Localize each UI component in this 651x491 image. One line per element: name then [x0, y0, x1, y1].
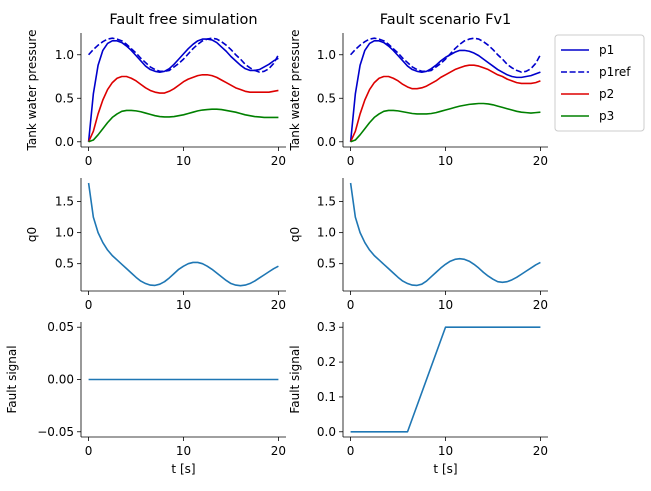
- y-tick-label: 0.05: [47, 320, 74, 334]
- y-tick-label: 0.3: [317, 320, 336, 334]
- y-tick-label: 1.0: [317, 48, 336, 62]
- subplot-pressure-free: 0 10 20 0.0 0.5 1.0 Fault free simulation Tank …: [25, 12, 286, 168]
- y-tick-label: 0.2: [317, 355, 336, 369]
- x-tick-label: 0: [347, 444, 355, 458]
- legend-label-p1ref: p1ref: [599, 65, 631, 79]
- series-line-p1: [349, 40, 541, 142]
- x-tick-label: 20: [533, 444, 548, 458]
- x-tick-label: 10: [438, 154, 453, 168]
- series-line: [349, 182, 541, 287]
- x-axis-label: t [s]: [433, 462, 457, 476]
- y-tick-label: −0.05: [37, 425, 74, 439]
- y-axis-label: q0: [288, 227, 302, 242]
- x-tick-label: 20: [271, 154, 286, 168]
- y-axis-label: Fault signal: [5, 345, 19, 413]
- y-axis-label: Fault signal: [288, 345, 302, 413]
- y-tick-label: 1.5: [55, 195, 74, 209]
- x-tick-label: 0: [347, 298, 355, 312]
- series-line: [350, 326, 541, 433]
- subplot-q0-free: 0 10 20 0.5 1.0 1.5 q0: [25, 178, 286, 312]
- y-tick-label: 0.0: [55, 135, 74, 149]
- y-tick-label: 0.5: [317, 91, 336, 105]
- x-tick-label: 0: [347, 154, 355, 168]
- x-tick-label: 20: [271, 444, 286, 458]
- y-tick-label: 1.0: [55, 226, 74, 240]
- chart-title: Fault free simulation: [109, 12, 257, 28]
- legend-label-p2: p2: [599, 87, 614, 101]
- series-line-p2: [349, 64, 541, 143]
- series-line: [87, 182, 279, 287]
- x-tick-label: 0: [85, 444, 93, 458]
- y-tick-label: 0.1: [317, 390, 336, 404]
- y-tick-label: 0.5: [55, 91, 74, 105]
- x-tick-label: 0: [85, 154, 93, 168]
- subplot-fault-fv1: 0 10 20 0.0 0.1 0.2 0.3 Fault signal t [s]: [288, 320, 548, 476]
- x-axis-label: t [s]: [171, 462, 195, 476]
- y-tick-label: 0.5: [317, 257, 336, 271]
- legend: p1 p1ref p2 p3: [554, 34, 645, 132]
- series-line-p1: [87, 38, 279, 142]
- series-line-p1ref: [87, 37, 280, 73]
- x-tick-label: 10: [176, 444, 191, 458]
- y-tick-label: 1.5: [317, 195, 336, 209]
- subplot-pressure-fault: 0 10 20 0.0 0.5 1.0 Fault scenario Fv1 Tank wat…: [288, 12, 548, 168]
- series-line-p3: [88, 108, 279, 143]
- y-axis-label: q0: [25, 227, 39, 242]
- x-tick-label: 20: [533, 154, 548, 168]
- x-tick-label: 0: [85, 298, 93, 312]
- y-tick-label: 0.00: [47, 373, 74, 387]
- x-tick-label: 10: [176, 154, 191, 168]
- subplot-grid: 0 10 20 0.0 0.5 1.0 Fault free simulation Tank …: [5, 12, 548, 476]
- y-tick-label: 1.0: [55, 48, 74, 62]
- subplot-q0-fault: 0 10 20 0.5 1.0 1.5 q0: [288, 178, 548, 312]
- series-line-p3: [350, 102, 541, 143]
- legend-frame: [554, 34, 645, 132]
- x-tick-label: 20: [271, 298, 286, 312]
- x-tick-label: 10: [176, 298, 191, 312]
- y-axis-label: Tank water pressure: [288, 30, 302, 152]
- legend-label-p3: p3: [599, 109, 614, 123]
- x-tick-label: 20: [533, 298, 548, 312]
- subplot-fault-free: 0 10 20 −0.05 0.00 0.05 Fault signal t [s]: [5, 320, 286, 476]
- series-line-p1ref: [349, 37, 542, 73]
- legend-label-p1: p1: [599, 43, 614, 57]
- y-tick-label: 1.0: [317, 226, 336, 240]
- y-tick-label: 0.0: [317, 135, 336, 149]
- x-tick-label: 10: [438, 444, 453, 458]
- chart-title: Fault scenario Fv1: [380, 12, 512, 28]
- x-tick-label: 10: [438, 298, 453, 312]
- y-tick-label: 0.0: [317, 425, 336, 439]
- series-line-p2: [87, 73, 279, 143]
- y-axis-label: Tank water pressure: [25, 30, 39, 152]
- y-tick-label: 0.5: [55, 257, 74, 271]
